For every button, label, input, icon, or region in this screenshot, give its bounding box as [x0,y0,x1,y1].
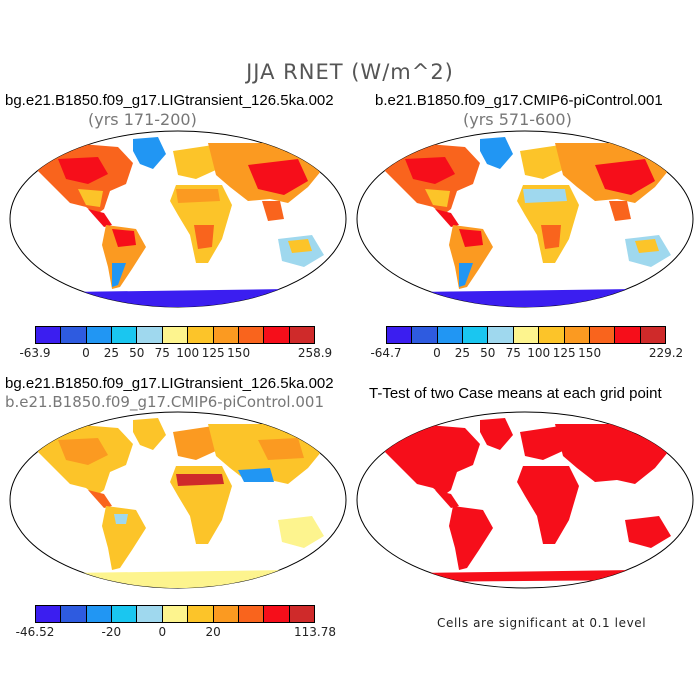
significance-footnote: Cells are significant at 0.1 level [437,616,647,630]
panel1-subtitle: (yrs 171-200) [88,110,197,129]
colorbar-tick-label: 50 [480,346,496,360]
colorbar-swatch [188,327,214,343]
colorbar-swatch [213,606,239,622]
colorbar-tick-label: 125 [201,346,225,360]
colorbar-swatch [162,327,189,343]
greenland-region [480,418,513,450]
panel1-title: bg.e21.B1850.f09_g17.LIGtransient_126.5k… [5,92,334,109]
colorbar-tick-label: 125 [552,346,576,360]
colorbar-swatch [137,606,163,622]
antarctica-region [375,289,675,307]
colorbar-tick-label: 75 [154,346,170,360]
colorbar-swatch [513,327,540,343]
greenland-region [480,137,513,169]
colorbar-swatch [463,327,489,343]
colorbar-tick-label: 150 [227,346,251,360]
colorbar-swatch [289,606,314,622]
south-america-region [449,506,493,570]
colorbar-tick-label: 0 [433,346,441,360]
colorbar-swatch [589,327,616,343]
colorbar-tick-label: -63.9 [19,346,51,360]
north-america-region [377,424,480,496]
colorbar-swatch [238,606,265,622]
colorbar-tick-label: 75 [505,346,521,360]
europe-region [173,145,218,179]
colorbar-tick-label: 50 [129,346,145,360]
colorbar-swatch [213,327,239,343]
map-panel-1 [9,130,347,308]
colorbar-swatch [36,327,62,343]
colorbar-swatch [615,327,641,343]
colorbar-panel-2 [386,326,666,344]
panel2-title: b.e21.B1850.f09_g17.CMIP6-piControl.001 [375,92,663,109]
colorbar-tick-label: 150 [578,346,602,360]
colorbar-tick-label: 229.2 [648,346,684,360]
map-panel-2 [356,130,694,308]
colorbar-swatch [238,327,265,343]
africa-region [170,185,232,263]
colorbar-swatch [564,327,590,343]
colorbar-swatch [412,327,438,343]
colorbar-tick-label: -64.7 [370,346,402,360]
greenland-region [133,137,166,169]
panel4-title: T-Test of two Case means at each grid po… [369,385,662,402]
colorbar-swatch [640,327,665,343]
colorbar-swatch [437,327,464,343]
colorbar-swatch [188,606,214,622]
antarctica-region [28,570,328,588]
colorbar-swatch [112,327,138,343]
colorbar-panel-3 [35,605,315,623]
colorbar-swatch [539,327,565,343]
colorbar-swatch [162,606,189,622]
colorbar-swatch [137,327,163,343]
colorbar-panel-1 [35,326,315,344]
colorbar-swatch [86,327,113,343]
greenland-region [133,418,166,450]
europe-region [520,145,565,179]
asia-region [555,424,673,484]
colorbar-tick-label: -46.52 [15,625,55,639]
colorbar-tick-label: -20 [101,625,122,639]
map-panel-3 [9,411,347,589]
colorbar-tick-label: 258.9 [297,346,333,360]
panel3-subtitle: b.e21.B1850.f09_g17.CMIP6-piControl.001 [5,393,324,411]
colorbar-swatch [61,327,87,343]
south-america-region [102,506,146,570]
colorbar-swatch [61,606,87,622]
colorbar-swatch [86,606,113,622]
colorbar-tick-label: 100 [527,346,551,360]
africa-region [517,185,579,263]
australia-region [625,516,671,548]
colorbar-tick-label: 0 [82,346,90,360]
australia-region [278,516,324,548]
map-panel-4 [356,411,694,589]
europe-region [520,426,565,460]
panel3-title: bg.e21.B1850.f09_g17.LIGtransient_126.5k… [5,375,334,392]
colorbar-swatch [289,327,314,343]
antarctica-region [395,570,655,582]
colorbar-tick-label: 25 [454,346,470,360]
antarctica-region [28,289,328,307]
figure-title: JJA RNET (W/m^2) [246,60,454,84]
colorbar-swatch [36,606,62,622]
colorbar-tick-label: 25 [103,346,119,360]
colorbar-tick-label: 100 [176,346,200,360]
europe-region [173,426,218,460]
colorbar-swatch [264,606,290,622]
panel2-subtitle: (yrs 571-600) [463,110,572,129]
colorbar-tick-label: 113.78 [294,625,336,639]
colorbar-swatch [488,327,514,343]
colorbar-swatch [112,606,138,622]
africa-region [517,466,579,544]
colorbar-swatch [387,327,413,343]
colorbar-tick-label: 20 [205,625,221,639]
colorbar-tick-label: 0 [158,625,167,639]
colorbar-swatch [264,327,290,343]
